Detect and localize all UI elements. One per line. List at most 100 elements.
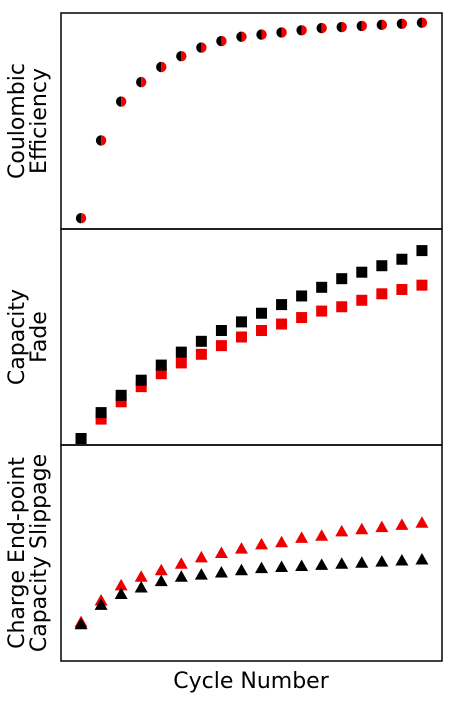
- capacity-slippage-point-red: [234, 542, 248, 554]
- panels: CoulombicEfficiency CapacityFade Charge En…: [5, 12, 443, 662]
- capacity-slippage-point-black: [194, 568, 208, 580]
- capacity-slippage-point-red: [174, 557, 188, 569]
- coulombic-efficiency-point-half-black: [276, 27, 282, 38]
- coulombic-efficiency-y-axis-label-line: Efficiency: [27, 68, 52, 174]
- coulombic-efficiency-point-half-black: [75, 213, 82, 224]
- capacity-fade-point-red: [215, 340, 227, 352]
- coulombic-efficiency-point: [416, 17, 428, 28]
- capacity-fade-y-axis-label: CapacityFade: [5, 289, 52, 385]
- coulombic-efficiency-point-half-red: [201, 42, 207, 53]
- coulombic-efficiency-point-half-red: [321, 22, 327, 34]
- capacity-slippage-point-black: [134, 581, 148, 593]
- capacity-fade-point-black: [316, 281, 328, 293]
- capacity-fade-point-red: [195, 348, 207, 360]
- coulombic-efficiency-point-half-red: [401, 18, 408, 29]
- capacity-fade-point-red: [95, 413, 107, 425]
- capacity-slippage-point-black: [74, 617, 88, 630]
- coulombic-efficiency-point: [236, 31, 247, 42]
- coulombic-efficiency-point-half-black: [396, 18, 402, 29]
- coulombic-efficiency-point: [216, 35, 227, 47]
- capacity-fade-point-red: [135, 381, 147, 393]
- coulombic-efficiency-point-half-red: [81, 213, 87, 224]
- capacity-slippage-point-red: [194, 550, 208, 563]
- capacity-slippage-point-black: [295, 559, 309, 571]
- capacity-slippage-point-red: [315, 529, 329, 541]
- coulombic-efficiency-point: [356, 20, 367, 32]
- coulombic-efficiency-point-half-red: [221, 35, 227, 47]
- capacity-slippage-point-red: [134, 570, 148, 582]
- coulombic-efficiency-point: [196, 42, 207, 53]
- capacity-slippage-point-red: [275, 535, 289, 548]
- capacity-slippage-y-axis-label: Charge End-pointCapacity Slippage: [5, 454, 52, 652]
- coulombic-efficiency-point-half-red: [121, 96, 127, 107]
- capacity-slippage-point-black: [114, 587, 128, 600]
- capacity-fade-point-red: [155, 368, 167, 380]
- capacity-fade-point-black: [95, 407, 107, 419]
- coulombic-efficiency-point-half-red: [161, 61, 167, 73]
- capacity-fade-point-black: [276, 299, 288, 311]
- coulombic-efficiency-point-half-black: [256, 29, 262, 40]
- capacity-slippage-point-red: [335, 524, 349, 537]
- capacity-slippage-point-black: [395, 554, 409, 566]
- coulombic-efficiency-point-half-red: [301, 25, 307, 36]
- capacity-slippage-y-axis-label-line: Charge End-point: [5, 457, 30, 649]
- capacity-slippage-point-red: [395, 518, 409, 530]
- capacity-fade-point-red: [416, 279, 428, 291]
- coulombic-efficiency-point-half-black: [316, 22, 322, 34]
- capacity-slippage-point-black: [375, 555, 389, 567]
- coulombic-efficiency-point-half-red: [361, 20, 367, 32]
- coulombic-efficiency-point-half-black: [115, 96, 122, 107]
- coulombic-efficiency-point: [75, 213, 87, 224]
- x-axis-label: Cycle Number: [173, 669, 329, 694]
- coulombic-efficiency-point: [296, 25, 307, 36]
- coulombic-efficiency-point-half-black: [156, 61, 162, 73]
- coulombic-efficiency-point-half-black: [416, 17, 422, 28]
- capacity-slippage-point-black: [94, 598, 108, 610]
- coulombic-efficiency-point-half-red: [181, 51, 187, 62]
- capacity-slippage-point-black: [214, 565, 228, 578]
- coulombic-efficiency-frame: [60, 12, 443, 230]
- capacity-fade-point-black: [256, 307, 268, 319]
- capacity-fade-point-red: [276, 318, 288, 330]
- coulombic-efficiency-point-half-red: [381, 19, 388, 31]
- coulombic-efficiency-point-half-red: [341, 21, 347, 33]
- capacity-fade-point-black: [336, 273, 348, 285]
- capacity-fade-point-black: [396, 253, 408, 265]
- capacity-fade-point-red: [175, 357, 187, 369]
- coulombic-efficiency-point: [376, 19, 388, 31]
- capacity-fade-point-red: [396, 283, 408, 295]
- coulombic-efficiency-point-half-red: [241, 31, 247, 42]
- coulombic-efficiency-point-half-red: [141, 76, 147, 88]
- capacity-fade-point-red: [316, 305, 328, 317]
- coulombic-efficiency-point: [115, 96, 127, 107]
- coulombic-efficiency-point-half-black: [336, 21, 342, 33]
- capacity-fade-point-black: [115, 389, 127, 401]
- capacity-slippage-point-red: [154, 563, 168, 576]
- coulombic-efficiency-point-half-black: [136, 76, 142, 88]
- coulombic-efficiency-point: [336, 21, 347, 33]
- capacity-slippage-point-black: [275, 560, 289, 573]
- capacity-slippage-point-black: [355, 556, 369, 568]
- capacity-slippage-point-black: [154, 574, 168, 587]
- coulombic-efficiency-point-half-red: [281, 27, 287, 38]
- capacity-slippage-frame: [60, 444, 443, 662]
- coulombic-efficiency-point-half-black: [196, 42, 202, 53]
- capacity-slippage-point-red: [114, 578, 128, 591]
- coulombic-efficiency-point-half-black: [216, 35, 222, 47]
- coulombic-efficiency-point: [396, 18, 408, 29]
- capacity-slippage-point-red: [295, 531, 309, 543]
- coulombic-efficiency-point-half-black: [356, 20, 362, 32]
- capacity-fade-point-red: [256, 325, 268, 337]
- capacity-fade-point-black: [135, 374, 147, 386]
- capacity-slippage-y-axis-label-line: Capacity Slippage: [27, 454, 52, 652]
- capacity-fade-y-axis-label-line: Fade: [27, 311, 52, 363]
- capacity-fade-point-red: [336, 301, 348, 313]
- coulombic-efficiency-point: [95, 135, 107, 146]
- capacity-slippage-point-black: [234, 563, 248, 576]
- capacity-fade-point-red: [296, 312, 308, 324]
- capacity-slippage-point-black: [415, 552, 429, 565]
- capacity-fade-y-axis-label-line: Capacity: [5, 289, 30, 385]
- capacity-fade-point-black: [155, 359, 167, 371]
- coulombic-efficiency-point: [276, 27, 287, 38]
